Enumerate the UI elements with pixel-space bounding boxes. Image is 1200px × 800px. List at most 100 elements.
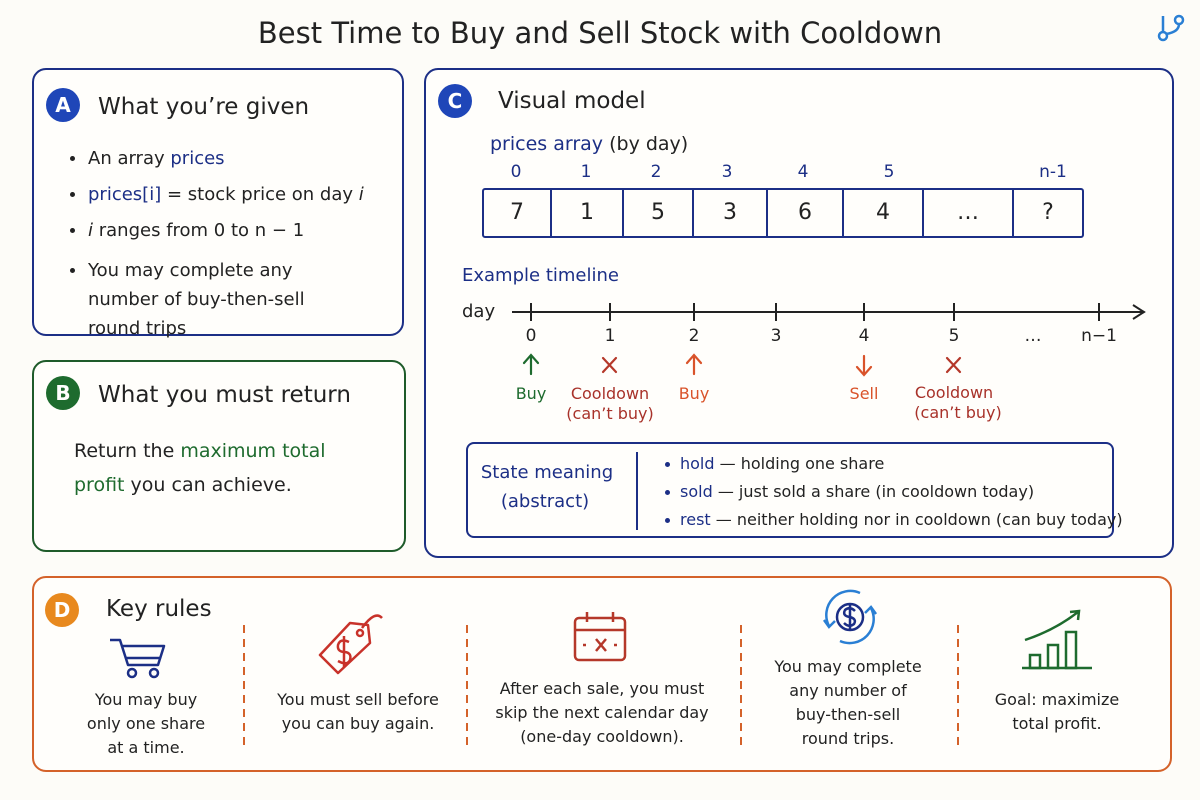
bullet: i ranges from 0 to n − 1 <box>70 216 378 245</box>
state-box <box>466 442 1114 538</box>
cart-icon <box>110 638 166 679</box>
cell: 4 <box>844 190 924 236</box>
index: 3 <box>721 162 733 182</box>
panel-given: A What you’re given An array prices pric… <box>32 68 404 339</box>
rule-text: After each sale, you must skip the next … <box>495 679 709 746</box>
bullet: An array prices <box>70 144 378 173</box>
index: 5 <box>883 162 895 182</box>
state-item: sold — just sold a share (in cooldown to… <box>664 482 1035 501</box>
calendar-icon <box>573 612 627 662</box>
sell-arrow <box>855 354 873 377</box>
var: i <box>358 184 364 205</box>
cooldown-mark <box>601 356 618 374</box>
rule-text: You may complete any number of buy-then-… <box>774 657 922 748</box>
buy-arrow <box>522 353 540 376</box>
event-label: Cooldown <box>570 384 650 403</box>
text: ranges from 0 to n − 1 <box>98 220 305 241</box>
growth-icon <box>1022 609 1092 670</box>
return-text: Return the maximum total profit you can … <box>74 434 374 502</box>
day: 5 <box>948 326 960 346</box>
day: n−1 <box>1081 326 1117 346</box>
state-heading: State meaning <box>480 462 614 483</box>
state-name: sold <box>680 482 713 501</box>
heading: What you must return <box>98 382 351 408</box>
state-item: rest — neither holding nor in cooldown (… <box>665 510 1123 529</box>
badge: B <box>46 376 80 410</box>
event-note: (can’t buy) <box>566 404 654 423</box>
timeline-label: Example timeline <box>462 265 619 286</box>
event-label: Sell <box>849 384 879 403</box>
var: i <box>88 220 94 241</box>
code: prices <box>170 148 225 169</box>
dividers <box>243 625 959 745</box>
index: 1 <box>580 162 592 182</box>
code: prices[i] <box>88 184 162 205</box>
coin-icon <box>822 589 878 645</box>
array-caption: prices array (by day) <box>490 133 688 155</box>
cooldown-mark <box>945 356 962 374</box>
day: 3 <box>770 326 782 346</box>
event-label: Buy <box>678 384 710 403</box>
index: 2 <box>650 162 662 182</box>
axis <box>512 304 1146 320</box>
day: 1 <box>604 326 616 346</box>
panel-rules <box>32 576 1172 772</box>
rule-text: You must sell before you can buy again. <box>277 690 439 733</box>
heading: Key rules <box>106 596 212 622</box>
rule-text: You may buy only one share at a time. <box>86 690 206 757</box>
cell: 5 <box>624 190 694 236</box>
heading: What you’re given <box>98 94 310 120</box>
state-desc: — neither holding nor in cooldown (can b… <box>715 510 1123 529</box>
text: = stock price on day <box>166 184 354 205</box>
state-divider <box>636 452 638 530</box>
state-name: hold <box>680 454 715 473</box>
tag-icon <box>318 614 383 675</box>
badge: C <box>438 84 472 118</box>
rule-text: Goal: maximize total profit. <box>994 690 1120 733</box>
badge: D <box>45 593 79 627</box>
index: n-1 <box>1039 162 1067 182</box>
text: Return the <box>74 440 175 462</box>
state-item: hold — holding one share <box>664 454 885 473</box>
cell: 3 <box>694 190 768 236</box>
heading: Visual model <box>498 88 646 114</box>
cell: 6 <box>768 190 844 236</box>
bullet: prices[i] = stock price on day i <box>70 180 378 209</box>
text: An array <box>88 148 165 169</box>
index: 4 <box>797 162 809 182</box>
axis-ticks <box>530 303 1100 321</box>
state-name: rest <box>680 510 711 529</box>
day: 0 <box>525 326 537 346</box>
index: 0 <box>510 162 522 182</box>
day: 4 <box>858 326 870 346</box>
state-desc: — just sold a share (in cooldown today) <box>717 482 1035 501</box>
array-box <box>482 188 1084 238</box>
state-desc: — holding one share <box>719 454 885 473</box>
highlight: maximum total profit <box>74 440 326 496</box>
text: You may complete any number of buy-then-… <box>88 260 305 339</box>
day: 2 <box>688 326 700 346</box>
buy-arrow <box>685 353 703 376</box>
event-label: Buy <box>515 384 547 403</box>
cell: 7 <box>484 190 552 236</box>
cell: 1 <box>552 190 624 236</box>
cell: ? <box>1042 200 1054 225</box>
page-title: Best Time to Buy and Sell Stock with Coo… <box>257 16 943 50</box>
array-label: prices array <box>490 133 604 155</box>
axis-label: day <box>462 301 496 322</box>
cell: … <box>924 190 1014 236</box>
event-note: (can’t buy) <box>914 403 1002 422</box>
array-note: (by day) <box>609 133 689 155</box>
panel-return: B What you must return Return the maximu… <box>32 360 406 552</box>
branch-icon <box>1157 14 1185 42</box>
state-note: (abstract) <box>500 491 590 512</box>
bullet: You may complete any number of buy-then-… <box>70 256 358 343</box>
event-label: Cooldown <box>914 383 994 402</box>
badge: A <box>46 88 80 122</box>
day: … <box>1024 326 1042 346</box>
text: you can achieve. <box>130 474 292 496</box>
